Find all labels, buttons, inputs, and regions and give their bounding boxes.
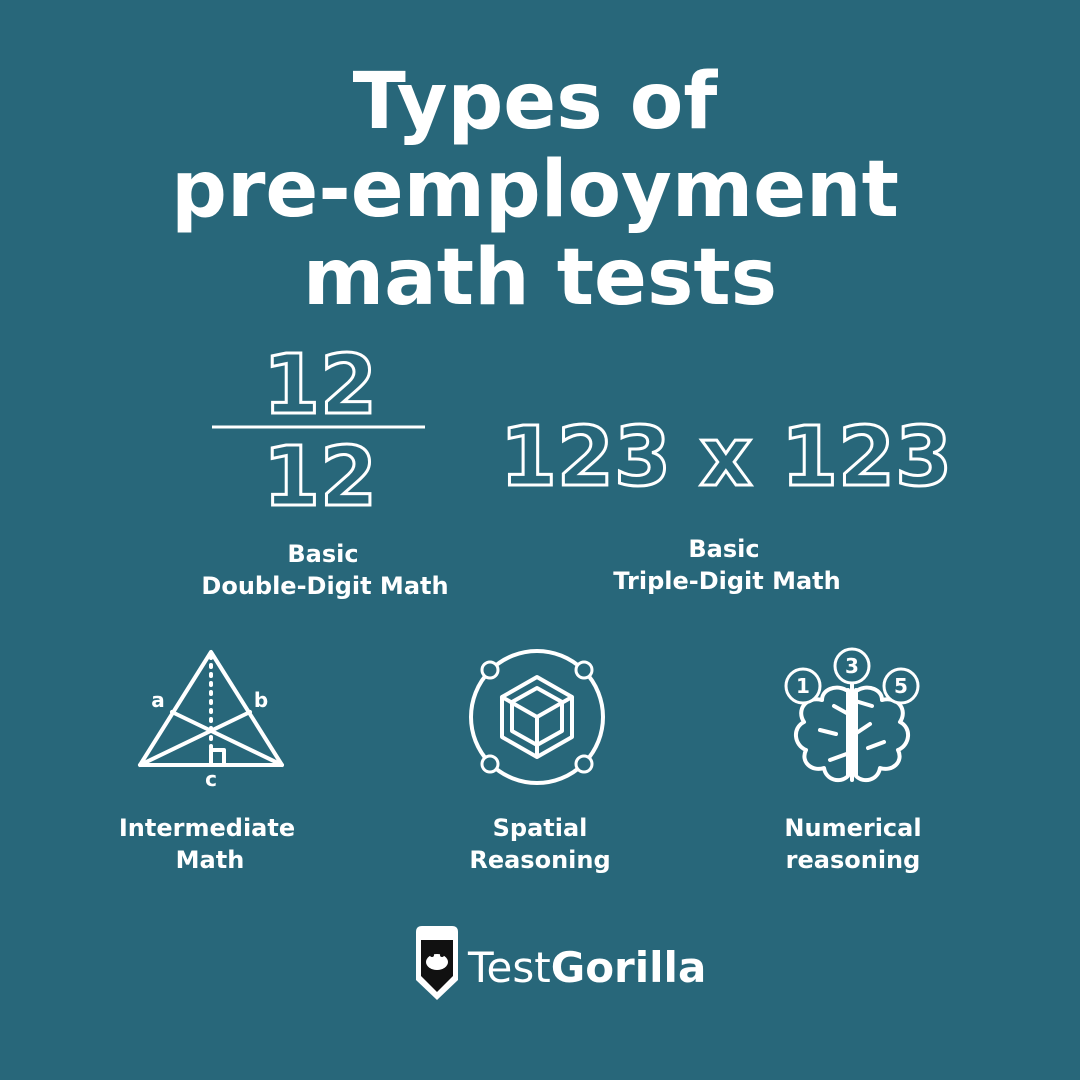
label: Math [176,846,245,874]
logo-bold: Gorilla [551,943,707,992]
label: Numerical [784,814,921,842]
brain-icon [784,647,920,783]
brain-number: 5 [894,674,908,698]
label: Double-Digit Math [201,572,448,600]
triangle-label: c [205,767,217,791]
title-line: Types of [353,57,719,147]
triangle-label: a [151,688,165,712]
title-line: math tests [303,233,777,323]
logo-text: TestGorilla [467,943,706,992]
label: Triple-Digit Math [613,567,840,595]
brain-number: 1 [796,674,810,698]
label: Basic [287,540,358,568]
label: Spatial [493,814,588,842]
label: reasoning [786,846,921,874]
triangle-label: b [254,688,268,712]
label: Intermediate [119,814,295,842]
label: Basic [688,535,759,563]
label: Reasoning [469,846,610,874]
numerator: 12 [263,338,377,433]
multiplication: 123 x 123 [500,410,952,505]
logo-icon [416,926,458,1000]
logo-regular: Test [467,943,551,992]
brain-number: 3 [845,654,859,678]
title-line: pre-employment [171,145,899,235]
triangle-icon [138,650,284,767]
cube-icon [469,649,605,785]
denominator: 12 [263,430,377,525]
